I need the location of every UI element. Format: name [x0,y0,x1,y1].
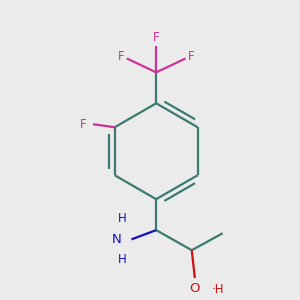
Text: H: H [118,212,127,226]
Text: ·H: ·H [212,283,224,296]
Text: H: H [118,253,127,266]
Text: N: N [112,233,122,246]
Text: F: F [153,31,160,44]
Text: O: O [190,282,200,295]
Text: F: F [118,50,124,63]
Text: F: F [80,118,87,131]
Text: F: F [188,50,195,63]
